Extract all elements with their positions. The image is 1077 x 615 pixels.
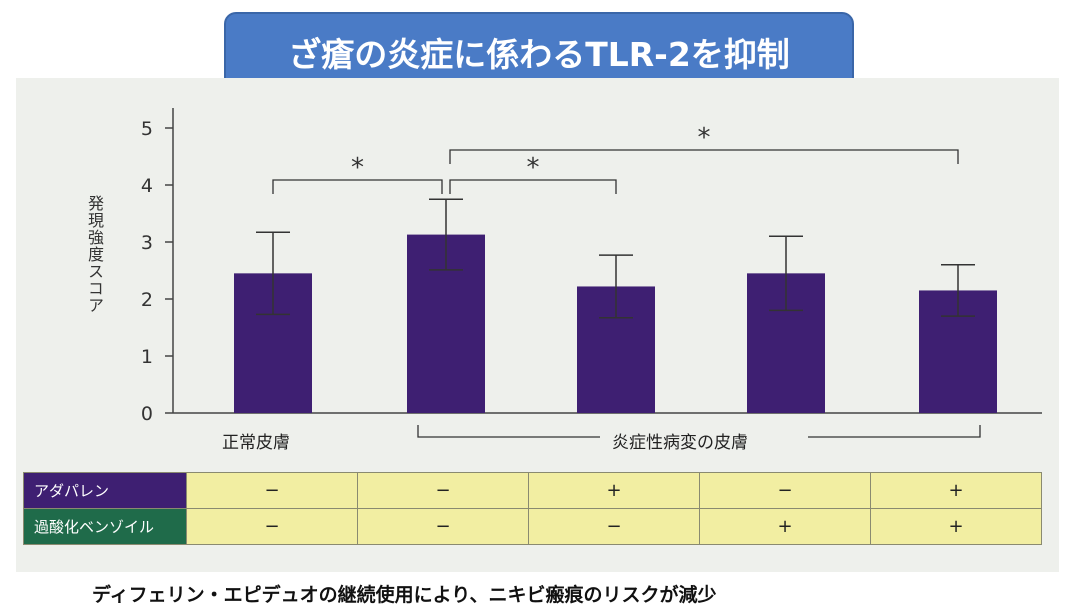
- treatment-table: アダパレン − − + − + 過酸化ベンゾイル − − − + +: [23, 472, 1042, 545]
- significance-bracket: [449, 149, 959, 164]
- y-tick-label: 1: [141, 346, 153, 368]
- table-cell: −: [357, 508, 529, 545]
- table-cell: −: [699, 472, 871, 509]
- group-label-inflamed: 炎症性病変の皮膚: [612, 433, 748, 453]
- group-bracket: [417, 425, 981, 438]
- y-tick-label: 0: [141, 403, 153, 425]
- significance-bracket: [449, 179, 617, 194]
- table-cell: +: [699, 508, 871, 545]
- significance-marker: *: [698, 123, 711, 153]
- table-cell: −: [186, 508, 358, 545]
- table-cell: +: [528, 472, 700, 509]
- table-cell: +: [870, 472, 1042, 509]
- row-label-benzoyl-peroxide: 過酸化ベンゾイル: [23, 508, 187, 545]
- table-cell: −: [528, 508, 700, 545]
- y-tick-label: 5: [141, 118, 153, 140]
- table-cell: −: [186, 472, 358, 509]
- table-cell: −: [357, 472, 529, 509]
- group-label-normal: 正常皮膚: [222, 433, 290, 453]
- y-axis-label: 発現強度スコア: [85, 195, 104, 314]
- row-label-adapalene: アダパレン: [23, 472, 187, 509]
- table-row-bpo: 過酸化ベンゾイル − − − + +: [23, 508, 1042, 545]
- bar-chart: 0 1 2 3 4 5 * * *: [141, 108, 1042, 425]
- significance-bracket: [272, 179, 443, 194]
- table-row-adapalene: アダパレン − − + − +: [23, 472, 1042, 509]
- caption: ディフェリン・エピデュオの継続使用により、ニキビ瘢痕のリスクが減少: [92, 584, 717, 606]
- y-tick-label: 4: [141, 175, 153, 197]
- significance-marker: *: [527, 153, 540, 183]
- y-tick-label: 2: [141, 289, 153, 311]
- y-tick-label: 3: [141, 232, 153, 254]
- significance-marker: *: [351, 153, 364, 183]
- table-cell: +: [870, 508, 1042, 545]
